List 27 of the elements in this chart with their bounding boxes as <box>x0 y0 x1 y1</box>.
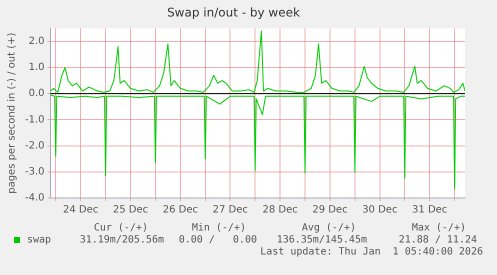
x-tick-label: 30 Dec <box>362 204 398 216</box>
text: Cur (-/+) <box>94 222 148 234</box>
text: 31.19m/205.56m <box>80 234 164 246</box>
x-tick-label: 28 Dec <box>262 204 298 216</box>
y-tick-label: 2.0 <box>28 36 45 48</box>
chart-title: Swap in/out - by week <box>167 5 300 20</box>
text: Avg (-/+) <box>302 222 356 234</box>
x-tick-label: 25 Dec <box>112 204 148 216</box>
text: 0.00 / 0.00 <box>178 234 257 246</box>
y-tick-label: -3.0 <box>24 166 45 178</box>
x-tick-label: 29 Dec <box>312 204 348 216</box>
y-tick-label: 1.0 <box>28 62 45 74</box>
text: 136.35m/145.45m <box>276 234 367 246</box>
y-tick-label: -1.0 <box>24 114 45 126</box>
legend-label: swap <box>27 234 52 246</box>
y-tick-label: -2.0 <box>24 140 45 152</box>
text: Min (-/+) <box>192 222 246 234</box>
x-tick-label: 26 Dec <box>162 204 198 216</box>
x-tick-label: 24 Dec <box>63 204 98 216</box>
y-tick-label: -4.0 <box>24 192 45 204</box>
y-tick-label: 0.0 <box>28 88 45 100</box>
y-axis-title: pages per second in (-) / out (+) <box>6 32 18 194</box>
text: 21.88 / 11.24 <box>398 234 477 246</box>
x-tick-label: 31 Dec <box>412 204 448 216</box>
text: Max (-/+) <box>412 222 466 234</box>
text: Last update: Thu Jan 1 05:40:00 2026 <box>260 246 483 258</box>
x-tick-label: 27 Dec <box>212 204 248 216</box>
